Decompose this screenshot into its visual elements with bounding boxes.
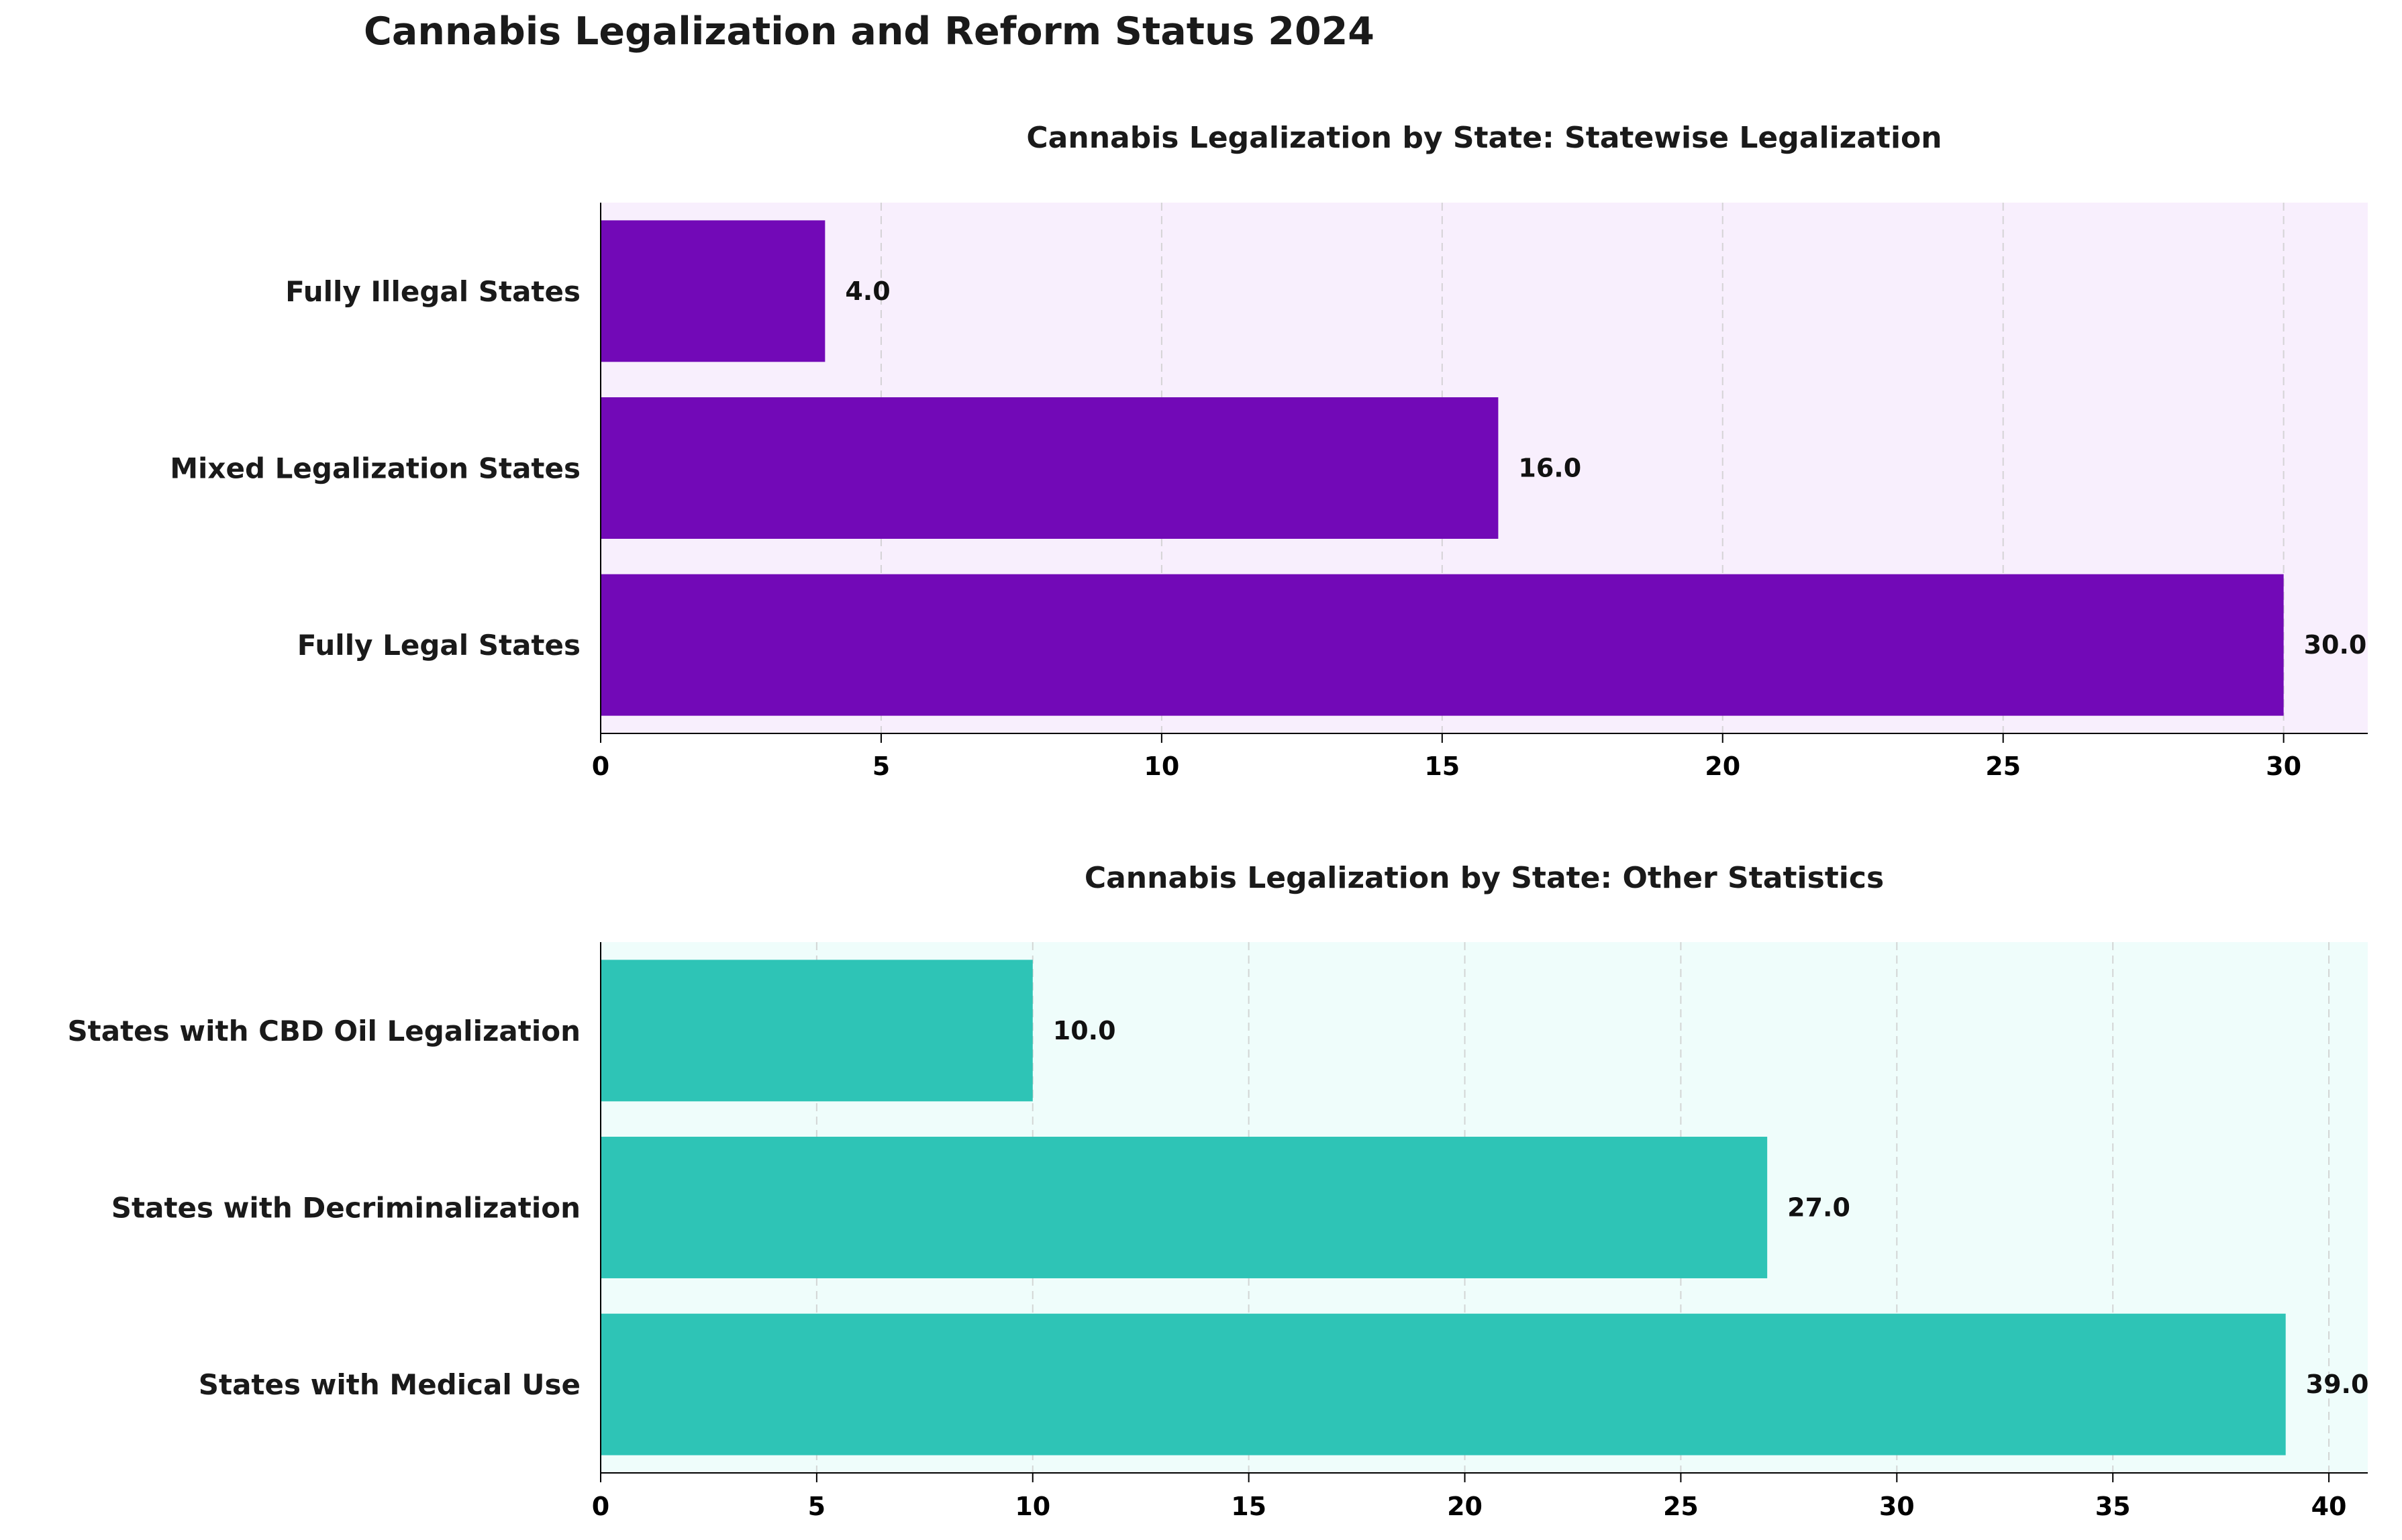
bar xyxy=(601,220,825,362)
x-tick-label: 30 xyxy=(1879,1492,1915,1521)
category-label: States with Decriminalization xyxy=(111,1192,581,1225)
x-tick-label: 0 xyxy=(592,752,609,781)
data-label: 27.0 xyxy=(1787,1193,1850,1223)
x-tick-label: 0 xyxy=(592,1492,609,1521)
x-tick-label: 5 xyxy=(808,1492,825,1521)
x-tick-label: 20 xyxy=(1447,1492,1483,1521)
data-label: 39.0 xyxy=(2306,1370,2369,1399)
category-label: Mixed Legalization States xyxy=(170,452,581,485)
figure-title: Cannabis Legalization and Reform Status … xyxy=(364,9,1374,54)
x-tick-label: 5 xyxy=(872,752,890,781)
chart-title: Cannabis Legalization by State: Statewis… xyxy=(1026,121,1942,155)
chart-panel-other: Cannabis Legalization by State: Other St… xyxy=(67,861,2368,1521)
data-label: 10.0 xyxy=(1053,1016,1116,1045)
x-tick-label: 20 xyxy=(1705,752,1740,781)
data-label: 30.0 xyxy=(2304,630,2367,660)
category-label: Fully Illegal States xyxy=(285,275,581,308)
category-label: States with Medical Use xyxy=(199,1368,581,1401)
data-label: 4.0 xyxy=(845,276,890,306)
category-label: States with CBD Oil Legalization xyxy=(67,1015,581,1047)
category-label: Fully Legal States xyxy=(297,629,581,662)
bar xyxy=(601,1313,2286,1455)
bar xyxy=(601,397,1499,539)
x-tick-label: 15 xyxy=(1424,752,1460,781)
chart-panel-statewise: Cannabis Legalization by State: Statewis… xyxy=(170,121,2368,781)
data-label: 16.0 xyxy=(1518,454,1581,483)
x-tick-label: 35 xyxy=(2095,1492,2131,1521)
bar xyxy=(601,574,2284,716)
x-tick-label: 40 xyxy=(2311,1492,2347,1521)
chart-title: Cannabis Legalization by State: Other St… xyxy=(1085,861,1884,895)
x-tick-label: 10 xyxy=(1015,1492,1050,1521)
x-tick-label: 25 xyxy=(1985,752,2021,781)
x-tick-label: 25 xyxy=(1663,1492,1699,1521)
bar xyxy=(601,960,1033,1102)
x-tick-label: 15 xyxy=(1231,1492,1266,1521)
x-tick-label: 30 xyxy=(2266,752,2301,781)
x-tick-label: 10 xyxy=(1144,752,1179,781)
bar xyxy=(601,1137,1768,1278)
